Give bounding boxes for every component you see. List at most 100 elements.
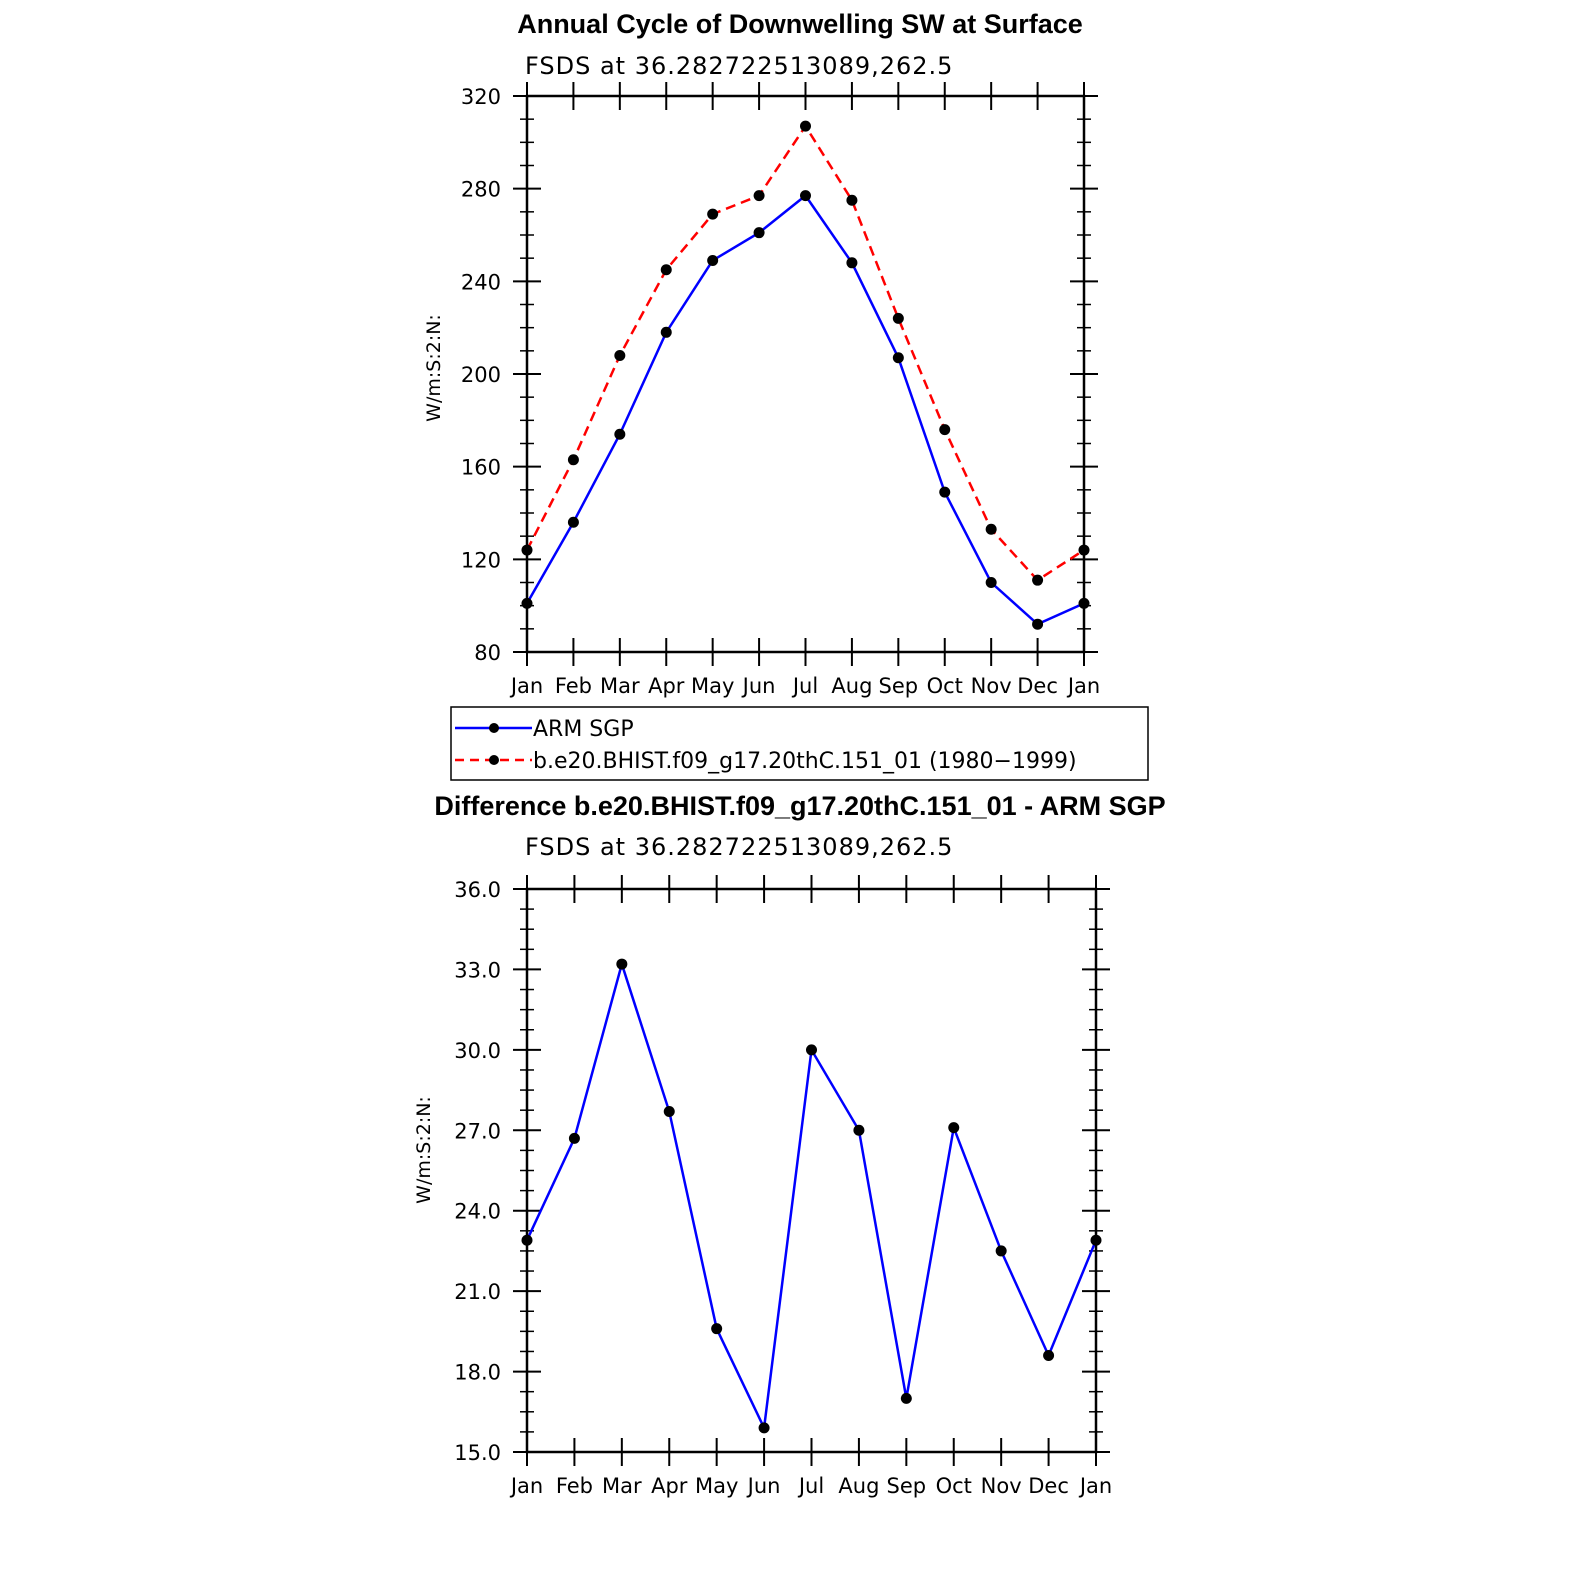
y-tick-label: 280 xyxy=(461,178,501,202)
y-tick-label: 15.0 xyxy=(454,1441,501,1465)
legend-marker xyxy=(489,723,499,733)
x-tick-label: Aug xyxy=(831,674,872,698)
data-point xyxy=(753,190,765,202)
data-point xyxy=(985,577,997,588)
y-tick-label: 320 xyxy=(461,85,501,109)
x-tick-label: Mar xyxy=(600,674,640,698)
y-tick-label: 240 xyxy=(461,270,501,294)
y-tick-label: 120 xyxy=(461,548,501,572)
legend-label-model: b.e20.BHIST.f09_g17.20thC.151_01 (1980−1… xyxy=(533,749,1077,774)
x-tick-label: Apr xyxy=(651,1474,688,1498)
legend-entry-model: b.e20.BHIST.f09_g17.20thC.151_01 (1980−1… xyxy=(455,749,1077,774)
data-point xyxy=(567,454,579,466)
x-tick-label: Jul xyxy=(797,1474,824,1498)
x-tick-label: Aug xyxy=(838,1474,879,1498)
data-point xyxy=(521,1234,533,1246)
legend: ARM SGP b.e20.BHIST.f09_g17.20thC.151_01… xyxy=(450,706,1149,781)
y-tick-label: 21.0 xyxy=(454,1280,501,1304)
y-tick-label: 36.0 xyxy=(454,878,501,902)
x-tick-label: Oct xyxy=(927,674,963,698)
chart-subtitle: FSDS at 36.282722513089,262.5 xyxy=(525,52,953,80)
data-point xyxy=(707,254,719,266)
x-tick-label: May xyxy=(691,674,734,698)
data-point xyxy=(846,194,858,206)
x-tick-label: May xyxy=(695,1474,738,1498)
difference-chart: Difference b.e20.BHIST.f09_g17.20thC.151… xyxy=(413,791,1166,1498)
data-point xyxy=(806,1044,817,1056)
data-point xyxy=(711,1323,723,1335)
y-tick-label: 27.0 xyxy=(454,1119,501,1143)
y-tick-label: 80 xyxy=(474,641,501,665)
x-tick-label: Jan xyxy=(1078,1474,1112,1498)
x-tick-label: Feb xyxy=(556,1474,593,1498)
x-tick-label: Sep xyxy=(887,1474,927,1498)
data-point xyxy=(521,597,533,609)
data-point xyxy=(900,1392,912,1404)
data-point xyxy=(853,1124,865,1136)
y-tick-label: 200 xyxy=(461,363,501,387)
data-point xyxy=(985,523,997,535)
series-line-0 xyxy=(525,959,1098,1433)
data-point xyxy=(1078,544,1090,556)
data-point xyxy=(846,257,858,269)
x-tick-label: Oct xyxy=(936,1474,972,1498)
data-point xyxy=(800,120,811,132)
x-tick-label: Mar xyxy=(602,1474,642,1498)
data-point xyxy=(753,227,765,239)
data-point xyxy=(663,1106,675,1118)
annual-cycle-chart: Annual Cycle of Downwelling SW at Surfac… xyxy=(423,9,1100,698)
legend-box xyxy=(450,706,1149,781)
plot-frame xyxy=(525,887,1098,1454)
x-tick-label: Nov xyxy=(971,674,1012,698)
y-axis-label: W/m:S:2:N: xyxy=(423,314,445,422)
data-point xyxy=(892,312,904,324)
x-tick-label: Jan xyxy=(509,1474,543,1498)
x-tick-label: Jan xyxy=(1066,674,1100,698)
x-tick-label: Nov xyxy=(981,1474,1022,1498)
data-point xyxy=(614,349,626,361)
series-line-0 xyxy=(525,193,1085,626)
chart-subtitle: FSDS at 36.282722513089,262.5 xyxy=(525,833,953,861)
y-tick-label: 160 xyxy=(461,456,501,480)
data-point xyxy=(939,486,951,498)
x-tick-label: Feb xyxy=(555,674,592,698)
y-tick-label: 18.0 xyxy=(454,1361,501,1385)
chart-title: Difference b.e20.BHIST.f09_g17.20thC.151… xyxy=(434,791,1165,821)
y-tick-label: 33.0 xyxy=(454,958,501,982)
data-point xyxy=(616,958,628,970)
data-point xyxy=(567,516,579,528)
legend-marker xyxy=(489,755,499,765)
plot-area: Jan Feb Mar Apr May Jun Jul Aug Sep Oct Nov Dec Jan 8… xyxy=(461,82,1100,698)
x-tick-label: Jul xyxy=(791,674,818,698)
y-tick-label: 30.0 xyxy=(454,1039,501,1063)
data-point xyxy=(1078,597,1090,609)
plot-area: Jan Feb Mar Apr May Jun Jul Aug Sep Oct Nov Dec Jan 1… xyxy=(454,875,1112,1498)
data-point xyxy=(614,428,626,440)
data-point xyxy=(1090,1234,1102,1246)
data-point xyxy=(707,208,719,220)
x-tick-label: Jun xyxy=(746,1474,781,1498)
legend-label-arm-sgp: ARM SGP xyxy=(533,717,634,742)
chart-title: Annual Cycle of Downwelling SW at Surfac… xyxy=(517,9,1083,39)
y-tick-label: 24.0 xyxy=(454,1200,501,1224)
data-point xyxy=(1032,618,1044,630)
data-point xyxy=(800,190,811,202)
x-tick-label: Jun xyxy=(741,674,776,698)
x-tick-label: Dec xyxy=(1017,674,1058,698)
data-point xyxy=(660,264,672,276)
data-point xyxy=(758,1422,770,1434)
y-axis-label: W/m:S:2:N: xyxy=(413,1096,435,1204)
data-point xyxy=(995,1245,1007,1257)
x-tick-label: Dec xyxy=(1028,1474,1069,1498)
data-point xyxy=(521,544,533,556)
legend-entry-arm-sgp: ARM SGP xyxy=(455,717,634,742)
data-point xyxy=(892,352,904,364)
data-point xyxy=(948,1122,960,1134)
x-tick-label: Sep xyxy=(879,674,919,698)
x-tick-label: Jan xyxy=(509,674,543,698)
data-point xyxy=(939,424,951,436)
data-point xyxy=(660,326,672,338)
x-tick-label: Apr xyxy=(648,674,685,698)
data-point xyxy=(1043,1349,1055,1361)
